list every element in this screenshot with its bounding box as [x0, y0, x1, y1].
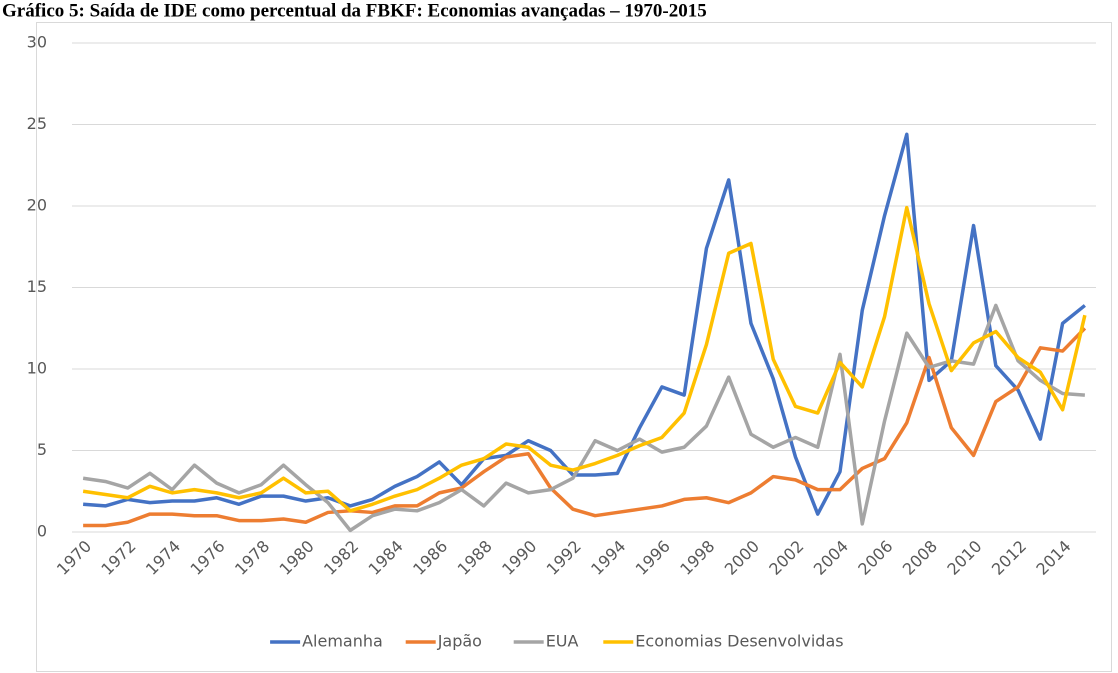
legend-label: Economias Desenvolvidas: [635, 632, 843, 651]
y-tick-label: 15: [27, 277, 47, 296]
y-tick-label: 25: [27, 114, 47, 133]
series-line: [82, 303, 1085, 533]
y-tick-label: 20: [27, 196, 47, 215]
legend-label: Japão: [437, 632, 482, 651]
legend-label: EUA: [546, 632, 579, 651]
chart-title: Gráfico 5: Saída de IDE como percentual …: [2, 0, 707, 21]
y-tick-label: 5: [37, 440, 47, 459]
y-tick-label: 10: [27, 359, 47, 378]
series-line: [83, 327, 1087, 528]
y-tick-label: 30: [27, 33, 47, 52]
y-tick-label: 0: [37, 522, 47, 541]
legend-label: Alemanha: [302, 632, 383, 651]
chart-frame: [36, 22, 1112, 672]
series-line: [82, 205, 1087, 513]
